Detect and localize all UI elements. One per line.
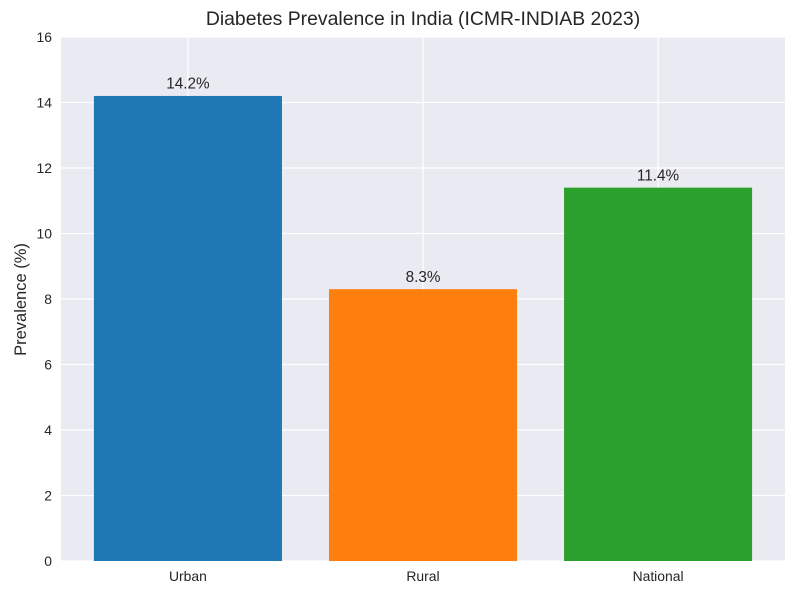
svg-text:National: National xyxy=(633,568,684,584)
svg-text:4: 4 xyxy=(44,422,52,438)
svg-text:12: 12 xyxy=(37,160,53,176)
svg-text:6: 6 xyxy=(44,357,52,373)
svg-text:14: 14 xyxy=(37,95,53,111)
svg-text:Urban: Urban xyxy=(169,568,207,584)
svg-text:11.4%: 11.4% xyxy=(637,167,680,184)
svg-text:Prevalence (%): Prevalence (%) xyxy=(12,243,30,356)
svg-text:Rural: Rural xyxy=(406,568,439,584)
svg-text:14.2%: 14.2% xyxy=(166,76,210,93)
svg-text:2: 2 xyxy=(44,488,52,504)
svg-text:8.3%: 8.3% xyxy=(406,269,441,286)
svg-text:0: 0 xyxy=(44,553,52,569)
svg-text:10: 10 xyxy=(37,226,53,242)
svg-text:Diabetes Prevalence in India (: Diabetes Prevalence in India (ICMR-INDIA… xyxy=(206,8,640,30)
svg-text:8: 8 xyxy=(44,291,52,307)
svg-text:16: 16 xyxy=(37,29,53,45)
